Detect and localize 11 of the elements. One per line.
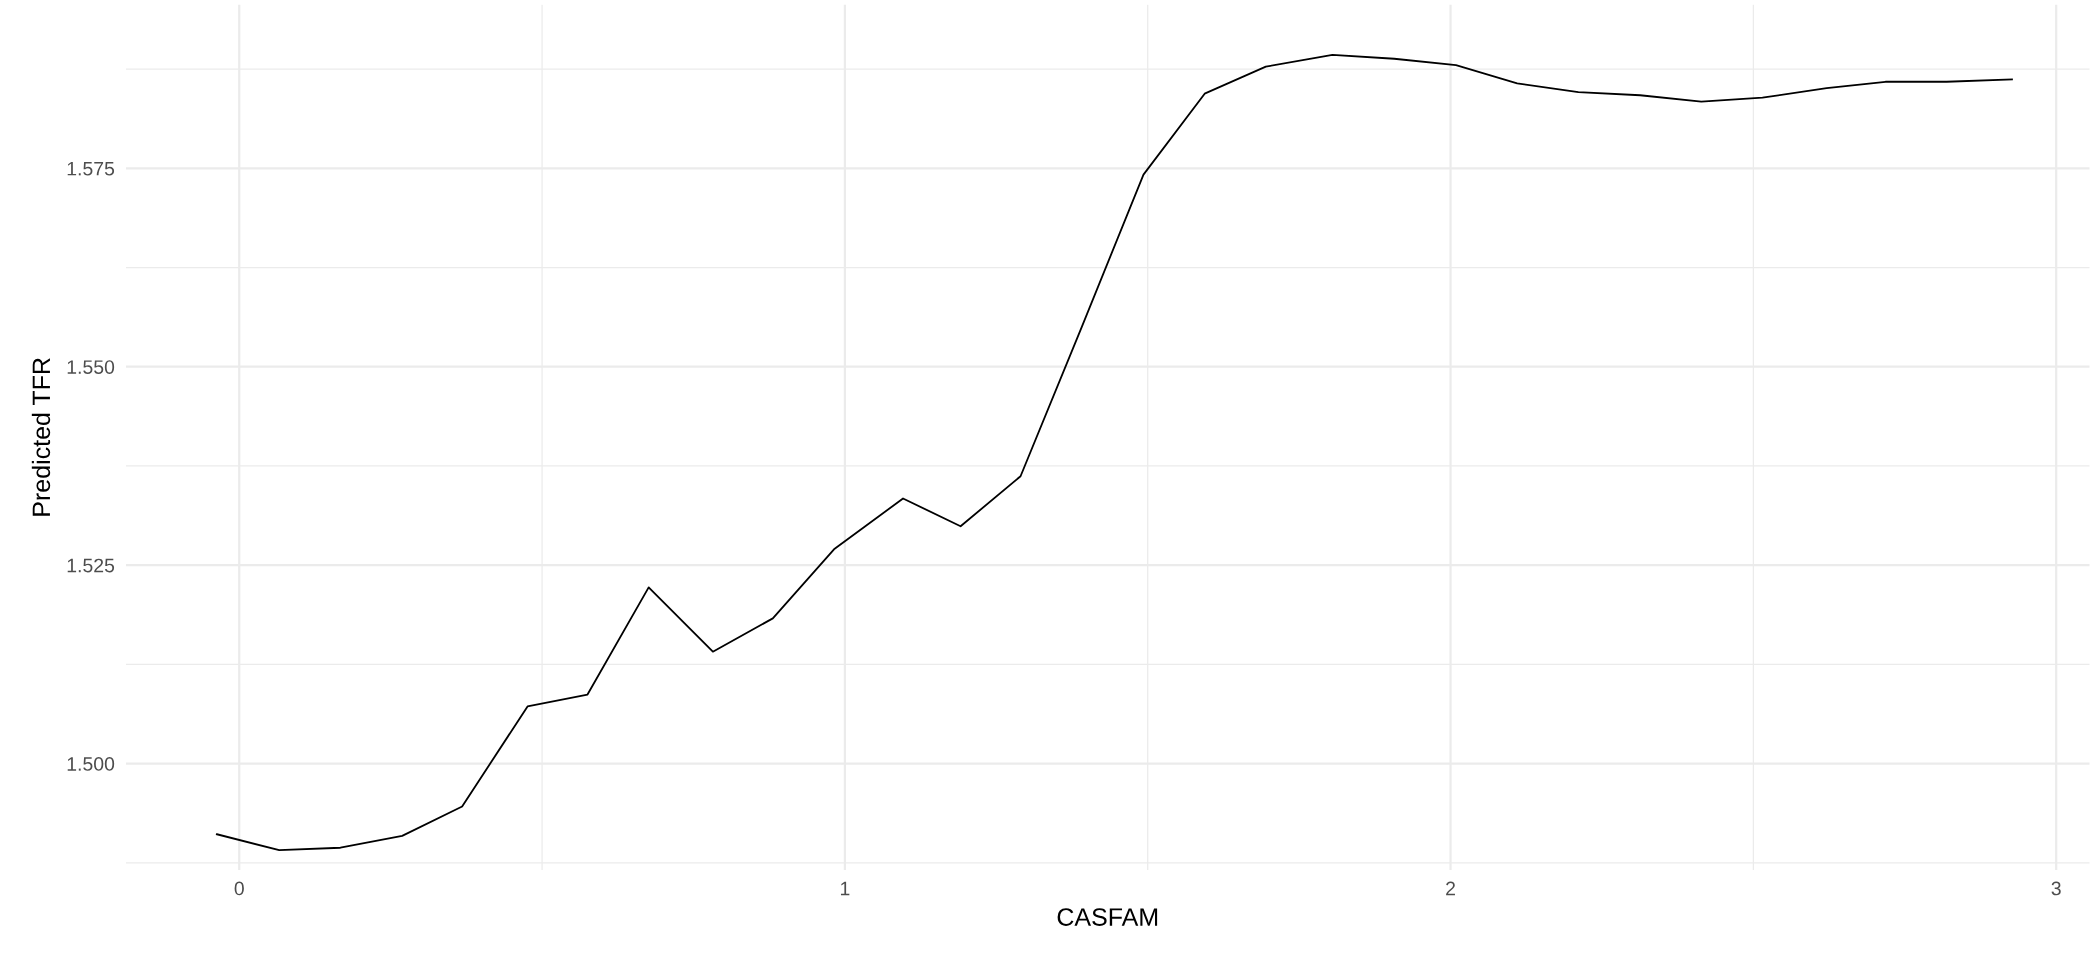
x-tick-label: 0 [234, 881, 244, 896]
line-series [215, 53, 2013, 852]
y-tick-label: 1.500 [67, 757, 115, 771]
y-tick-label: 1.550 [67, 360, 115, 374]
x-tick-label: 3 [2051, 881, 2061, 896]
y-tick-label: 1.575 [67, 161, 115, 176]
x-tick-label: 1 [840, 881, 850, 896]
y-axis-title: Predicted TFR [31, 358, 51, 516]
x-axis-title: CASFAM [1057, 908, 1158, 926]
y-tick-label: 1.525 [67, 558, 115, 573]
x-tick-label: 2 [1446, 881, 1455, 896]
